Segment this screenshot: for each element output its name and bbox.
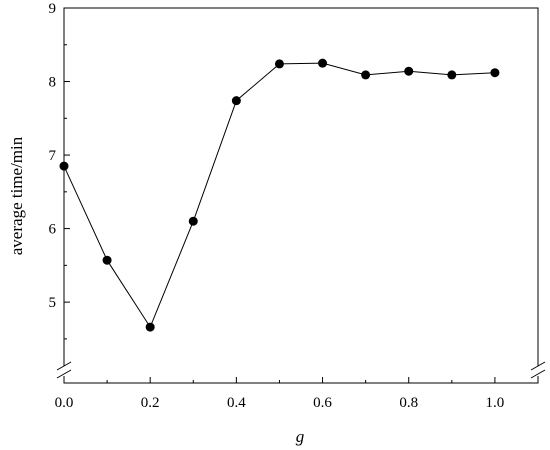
break-gap (57, 366, 71, 376)
x-tick-label: 0.8 (399, 395, 418, 411)
data-point (318, 58, 328, 68)
data-point (59, 161, 69, 171)
y-axis-title: average time/min (7, 136, 26, 255)
data-point (404, 66, 414, 76)
break-mark (530, 369, 546, 379)
data-point (447, 70, 457, 80)
x-tick-label: 1.0 (486, 395, 505, 411)
break-mark (56, 361, 72, 371)
x-axis-title: g (296, 427, 305, 446)
plot-frame (63, 7, 539, 384)
x-tick-label: 0.6 (313, 395, 332, 411)
data-point (231, 96, 241, 106)
break-mark (56, 369, 72, 379)
data-point (361, 70, 371, 80)
break-mark (530, 361, 546, 371)
y-tick-label: 8 (49, 75, 57, 91)
data-points (59, 58, 500, 332)
y-tick-label: 6 (49, 222, 57, 238)
y-tick-label: 5 (49, 295, 57, 311)
data-point (188, 216, 198, 226)
y-axis-break (56, 361, 546, 379)
y-tick-label: 7 (49, 148, 57, 164)
x-axis: 0.0 0.2 0.4 0.6 0.8 1.0 (55, 377, 539, 411)
y-tick-label: 9 (49, 1, 57, 17)
x-tick-label: 0.2 (141, 395, 160, 411)
data-point (274, 59, 284, 69)
y-axis: 5 6 7 8 9 (49, 1, 70, 340)
break-gap (531, 366, 545, 376)
data-point (145, 322, 155, 332)
x-tick-label: 0.4 (227, 395, 246, 411)
series-line (63, 62, 495, 329)
data-point (490, 68, 500, 78)
data-point (102, 255, 112, 265)
x-tick-label: 0.0 (55, 395, 74, 411)
